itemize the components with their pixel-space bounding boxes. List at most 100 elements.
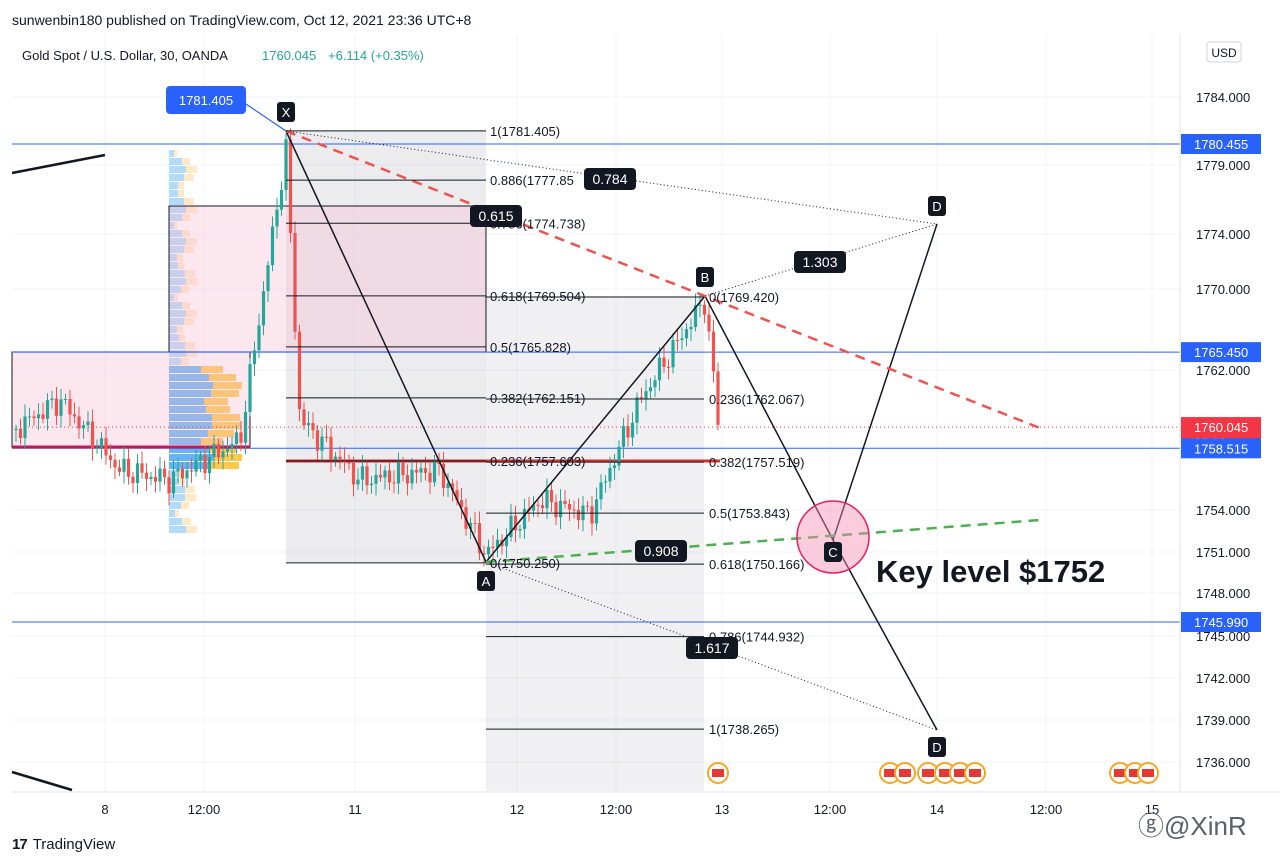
point-label-box <box>277 102 295 122</box>
volume-bar <box>169 486 185 493</box>
volume-bar <box>182 518 191 525</box>
candle-body <box>639 397 644 399</box>
price-tick-label: 1748.000 <box>1196 586 1250 601</box>
volume-bar <box>169 510 175 517</box>
point-label-b: B <box>701 270 710 285</box>
time-tick-label: 12:00 <box>600 802 633 817</box>
volume-bar <box>184 198 194 205</box>
candle-body <box>239 432 243 443</box>
candle-body <box>338 456 342 460</box>
time-tick-label: 13 <box>715 802 729 817</box>
candle-body <box>230 443 234 449</box>
candle-body <box>162 468 167 478</box>
candle-body <box>405 475 410 484</box>
candle-body <box>81 425 86 429</box>
weibo-icon: ⓖ <box>1138 811 1165 841</box>
volume-bar <box>169 382 213 389</box>
candle-body <box>504 537 509 547</box>
price-tick-label: 1742.000 <box>1196 671 1250 686</box>
candle-body <box>707 314 711 332</box>
candle-body <box>185 470 189 479</box>
point-label-box <box>928 196 946 216</box>
volume-bar <box>178 182 184 189</box>
volume-bar <box>186 238 197 245</box>
volume-bar <box>208 430 234 437</box>
price-tick-label: 1779.000 <box>1196 158 1250 173</box>
candle-body <box>599 482 603 500</box>
candle-body <box>59 399 63 416</box>
publish-line: sunwenbin180 published on TradingView.co… <box>12 12 472 28</box>
price-tick-label: 1751.000 <box>1196 545 1250 560</box>
time-tick-label: 14 <box>930 802 944 817</box>
candle-body <box>68 398 72 415</box>
volume-bar <box>169 422 212 429</box>
candle-body <box>270 226 275 266</box>
volume-bar <box>174 294 178 301</box>
volume-bar <box>213 454 242 461</box>
us-flag-icon <box>922 769 934 777</box>
candle-body <box>167 477 171 494</box>
candle-body <box>621 426 626 447</box>
candle-body <box>554 502 558 518</box>
volume-bar <box>181 286 189 293</box>
volume-bar <box>186 310 197 317</box>
candle-body <box>293 232 297 332</box>
volume-bar <box>204 398 228 405</box>
price-tick-label: 1770.000 <box>1196 282 1250 297</box>
price-tick-label: 1774.000 <box>1196 227 1250 242</box>
candle-body <box>630 422 635 438</box>
candle-body <box>275 209 279 227</box>
candle-body <box>36 414 41 419</box>
volume-bar <box>169 366 201 373</box>
volume-bar <box>185 494 196 501</box>
volume-bar <box>206 406 230 413</box>
us-flag-icon <box>954 769 966 777</box>
volume-bar <box>169 350 186 357</box>
volume-bar <box>169 158 182 165</box>
candle-body <box>216 443 221 458</box>
candle-body <box>365 466 369 486</box>
candle-body <box>374 474 378 484</box>
price-tick-label: 1739.000 <box>1196 713 1250 728</box>
candle-body <box>635 397 639 423</box>
volume-bar <box>169 310 186 317</box>
currency-button[interactable] <box>1206 41 1242 63</box>
volume-bar <box>185 342 195 349</box>
candle-body <box>50 398 54 401</box>
candle-body <box>518 528 522 531</box>
candle-body <box>153 476 158 482</box>
candle-body <box>212 443 216 458</box>
candle-body <box>140 463 144 473</box>
volume-bar <box>175 510 179 517</box>
supply-zone-box <box>168 205 487 353</box>
candle-body <box>63 398 68 400</box>
volume-bar <box>169 174 184 181</box>
candle-body <box>266 265 270 292</box>
volume-bar <box>186 206 197 213</box>
candle-body <box>117 467 122 472</box>
tradingview-logo[interactable]: 17 TradingView <box>12 836 115 853</box>
ratio-badge-text: 0.615 <box>478 208 513 224</box>
volume-bar <box>174 150 177 157</box>
volume-bar <box>211 390 239 397</box>
time-tick-label: 12 <box>510 802 524 817</box>
ratio-badge <box>794 251 846 273</box>
candle-body <box>414 469 419 473</box>
volume-bar <box>169 430 208 437</box>
ratio-badge-text: 0.784 <box>592 171 627 187</box>
volume-bar <box>169 246 184 253</box>
candle-body <box>113 459 117 468</box>
candle-body <box>653 380 657 388</box>
time-tick-label: 15 <box>1145 802 1159 817</box>
candle-body <box>221 451 225 458</box>
volume-bar <box>169 502 181 509</box>
us-flag-icon <box>969 769 981 777</box>
candle-body <box>698 304 702 306</box>
volume-bar <box>169 414 212 421</box>
drawings <box>11 99 1046 792</box>
volume-bar <box>182 214 190 221</box>
volume-bar <box>169 494 185 501</box>
ratio-badge-text: 0.908 <box>643 543 678 559</box>
price-label-box <box>1181 612 1261 632</box>
